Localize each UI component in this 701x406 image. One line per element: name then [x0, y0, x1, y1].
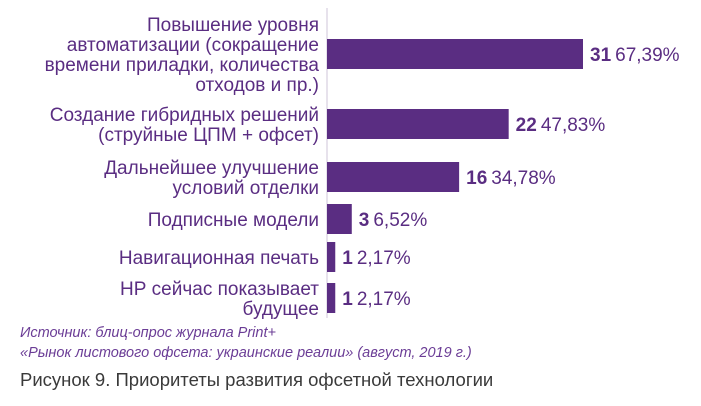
bar-count-1: 31	[590, 45, 612, 66]
bar-5	[327, 242, 336, 272]
bar-count-2: 22	[516, 115, 537, 136]
category-label-5: Навигационная печать	[119, 248, 319, 269]
category-label-line: Дальнейшее улучшение	[104, 158, 319, 179]
category-label-3: Дальнейшее улучшение условий отделки	[104, 158, 319, 199]
bar-1	[327, 39, 583, 69]
bar-percent-2: 47,83%	[541, 115, 606, 136]
category-label-1: Повышение уровня автоматизации (сокращени…	[45, 15, 320, 96]
bar-value-label-4: 3 6,52%	[359, 210, 428, 231]
bar-percent-6: 2,17%	[357, 289, 411, 310]
category-label-line: Создание гибридных решений	[50, 105, 319, 126]
bar-percent-3: 34,78%	[491, 168, 556, 189]
category-label-2: Создание гибридных решений (струйные ЦПМ …	[50, 105, 319, 146]
category-label-line: условий отделки	[172, 178, 319, 199]
bar-6	[327, 283, 336, 313]
category-label-line: будущее	[243, 299, 319, 320]
category-label-line: автоматизации (сокращение	[67, 35, 319, 56]
bar-count-4: 3	[359, 210, 370, 231]
figure-caption: Рисунок 9. Приоритеты развития офсетной …	[20, 369, 494, 390]
category-label-line: отходов и пр.)	[195, 75, 319, 96]
source-note: Источник: блиц-опрос журнала Print+ «Рын…	[20, 323, 660, 363]
source-line-2: «Рынок листового офсета: украинские реал…	[20, 345, 472, 361]
bar-4	[327, 204, 352, 234]
category-label-line: Навигационная печать	[119, 248, 319, 269]
bar-percent-1: 67,39%	[615, 45, 680, 66]
category-label-line: НР сейчас показывает	[120, 279, 319, 300]
category-label-4: Подписные модели	[148, 210, 319, 231]
bar-3	[327, 162, 460, 192]
bar-chart: 31 67,39%Повышение уровня автоматизации (с…	[45, 8, 680, 320]
bar-value-label-3: 16 34,78%	[466, 168, 556, 189]
bar-percent-4: 6,52%	[373, 210, 427, 231]
category-label-line: (струйные ЦПМ + офсет)	[98, 125, 319, 146]
category-label-line: времени приладки, количества	[45, 55, 320, 76]
bar-count-3: 16	[466, 168, 487, 189]
bar-value-label-6: 1 2,17%	[342, 289, 411, 310]
bar-count-6: 1	[342, 289, 353, 310]
category-label-line: Повышение уровня	[147, 15, 319, 36]
category-label-6: НР сейчас показывает будущее	[120, 279, 319, 320]
source-line-1: Источник: блиц-опрос журнала Print+	[20, 325, 276, 341]
bars-group: 31 67,39%Повышение уровня автоматизации (с…	[45, 15, 680, 320]
bar-value-label-2: 22 47,83%	[516, 115, 606, 136]
bar-percent-5: 2,17%	[357, 248, 411, 269]
bar-count-5: 1	[342, 248, 353, 269]
bar-value-label-1: 31 67,39%	[590, 45, 680, 66]
bar-2	[327, 109, 509, 139]
bar-value-label-5: 1 2,17%	[342, 248, 411, 269]
category-label-line: Подписные модели	[148, 210, 319, 231]
